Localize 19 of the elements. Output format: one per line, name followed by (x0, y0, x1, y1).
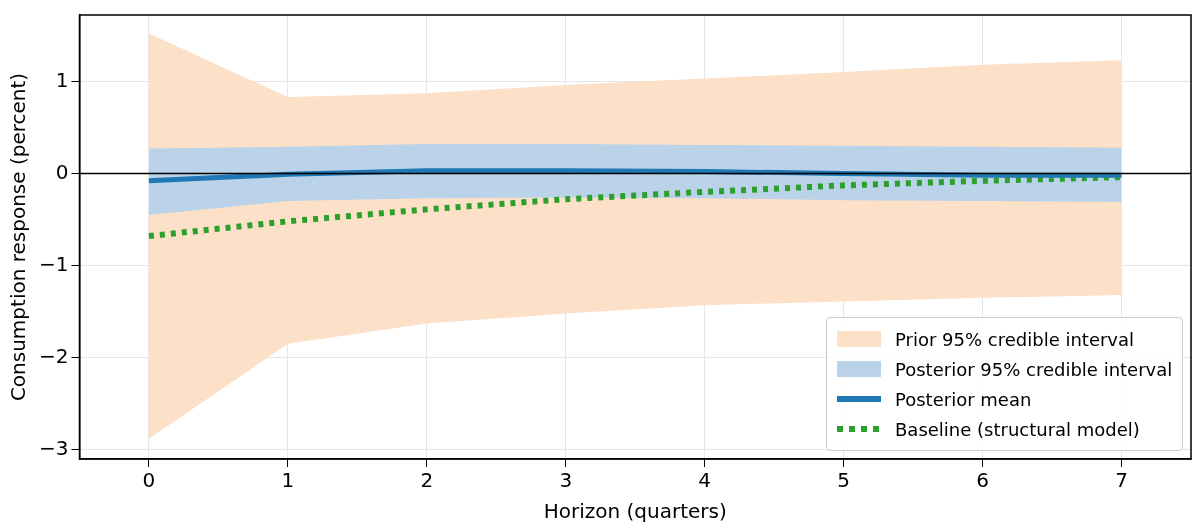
x-tick-label: 2 (420, 468, 434, 493)
x-tick-label: 5 (837, 468, 851, 493)
y-tick-label: −1 (39, 251, 69, 276)
y-tick-label: 0 (55, 159, 69, 184)
x-tick-label: 7 (1115, 468, 1128, 493)
x-tick-label: 6 (976, 468, 989, 493)
y-tick-label: −2 (39, 343, 69, 368)
legend-label: Posterior mean (895, 388, 1032, 410)
x-tick-label: 3 (559, 468, 573, 493)
legend-label: Prior 95% credible interval (895, 328, 1135, 350)
y-tick-label: 1 (55, 67, 69, 92)
legend-label: Posterior 95% credible interval (895, 358, 1173, 380)
x-tick-label: 1 (281, 468, 295, 493)
x-axis-title: Horizon (quarters) (543, 499, 727, 524)
legend-label: Baseline (structural model) (895, 418, 1140, 440)
x-tick-label: 4 (698, 468, 712, 493)
x-tick-label: 0 (142, 468, 156, 493)
y-tick-label: −3 (39, 435, 69, 460)
y-axis-title: Consumption response (percent) (6, 72, 31, 402)
